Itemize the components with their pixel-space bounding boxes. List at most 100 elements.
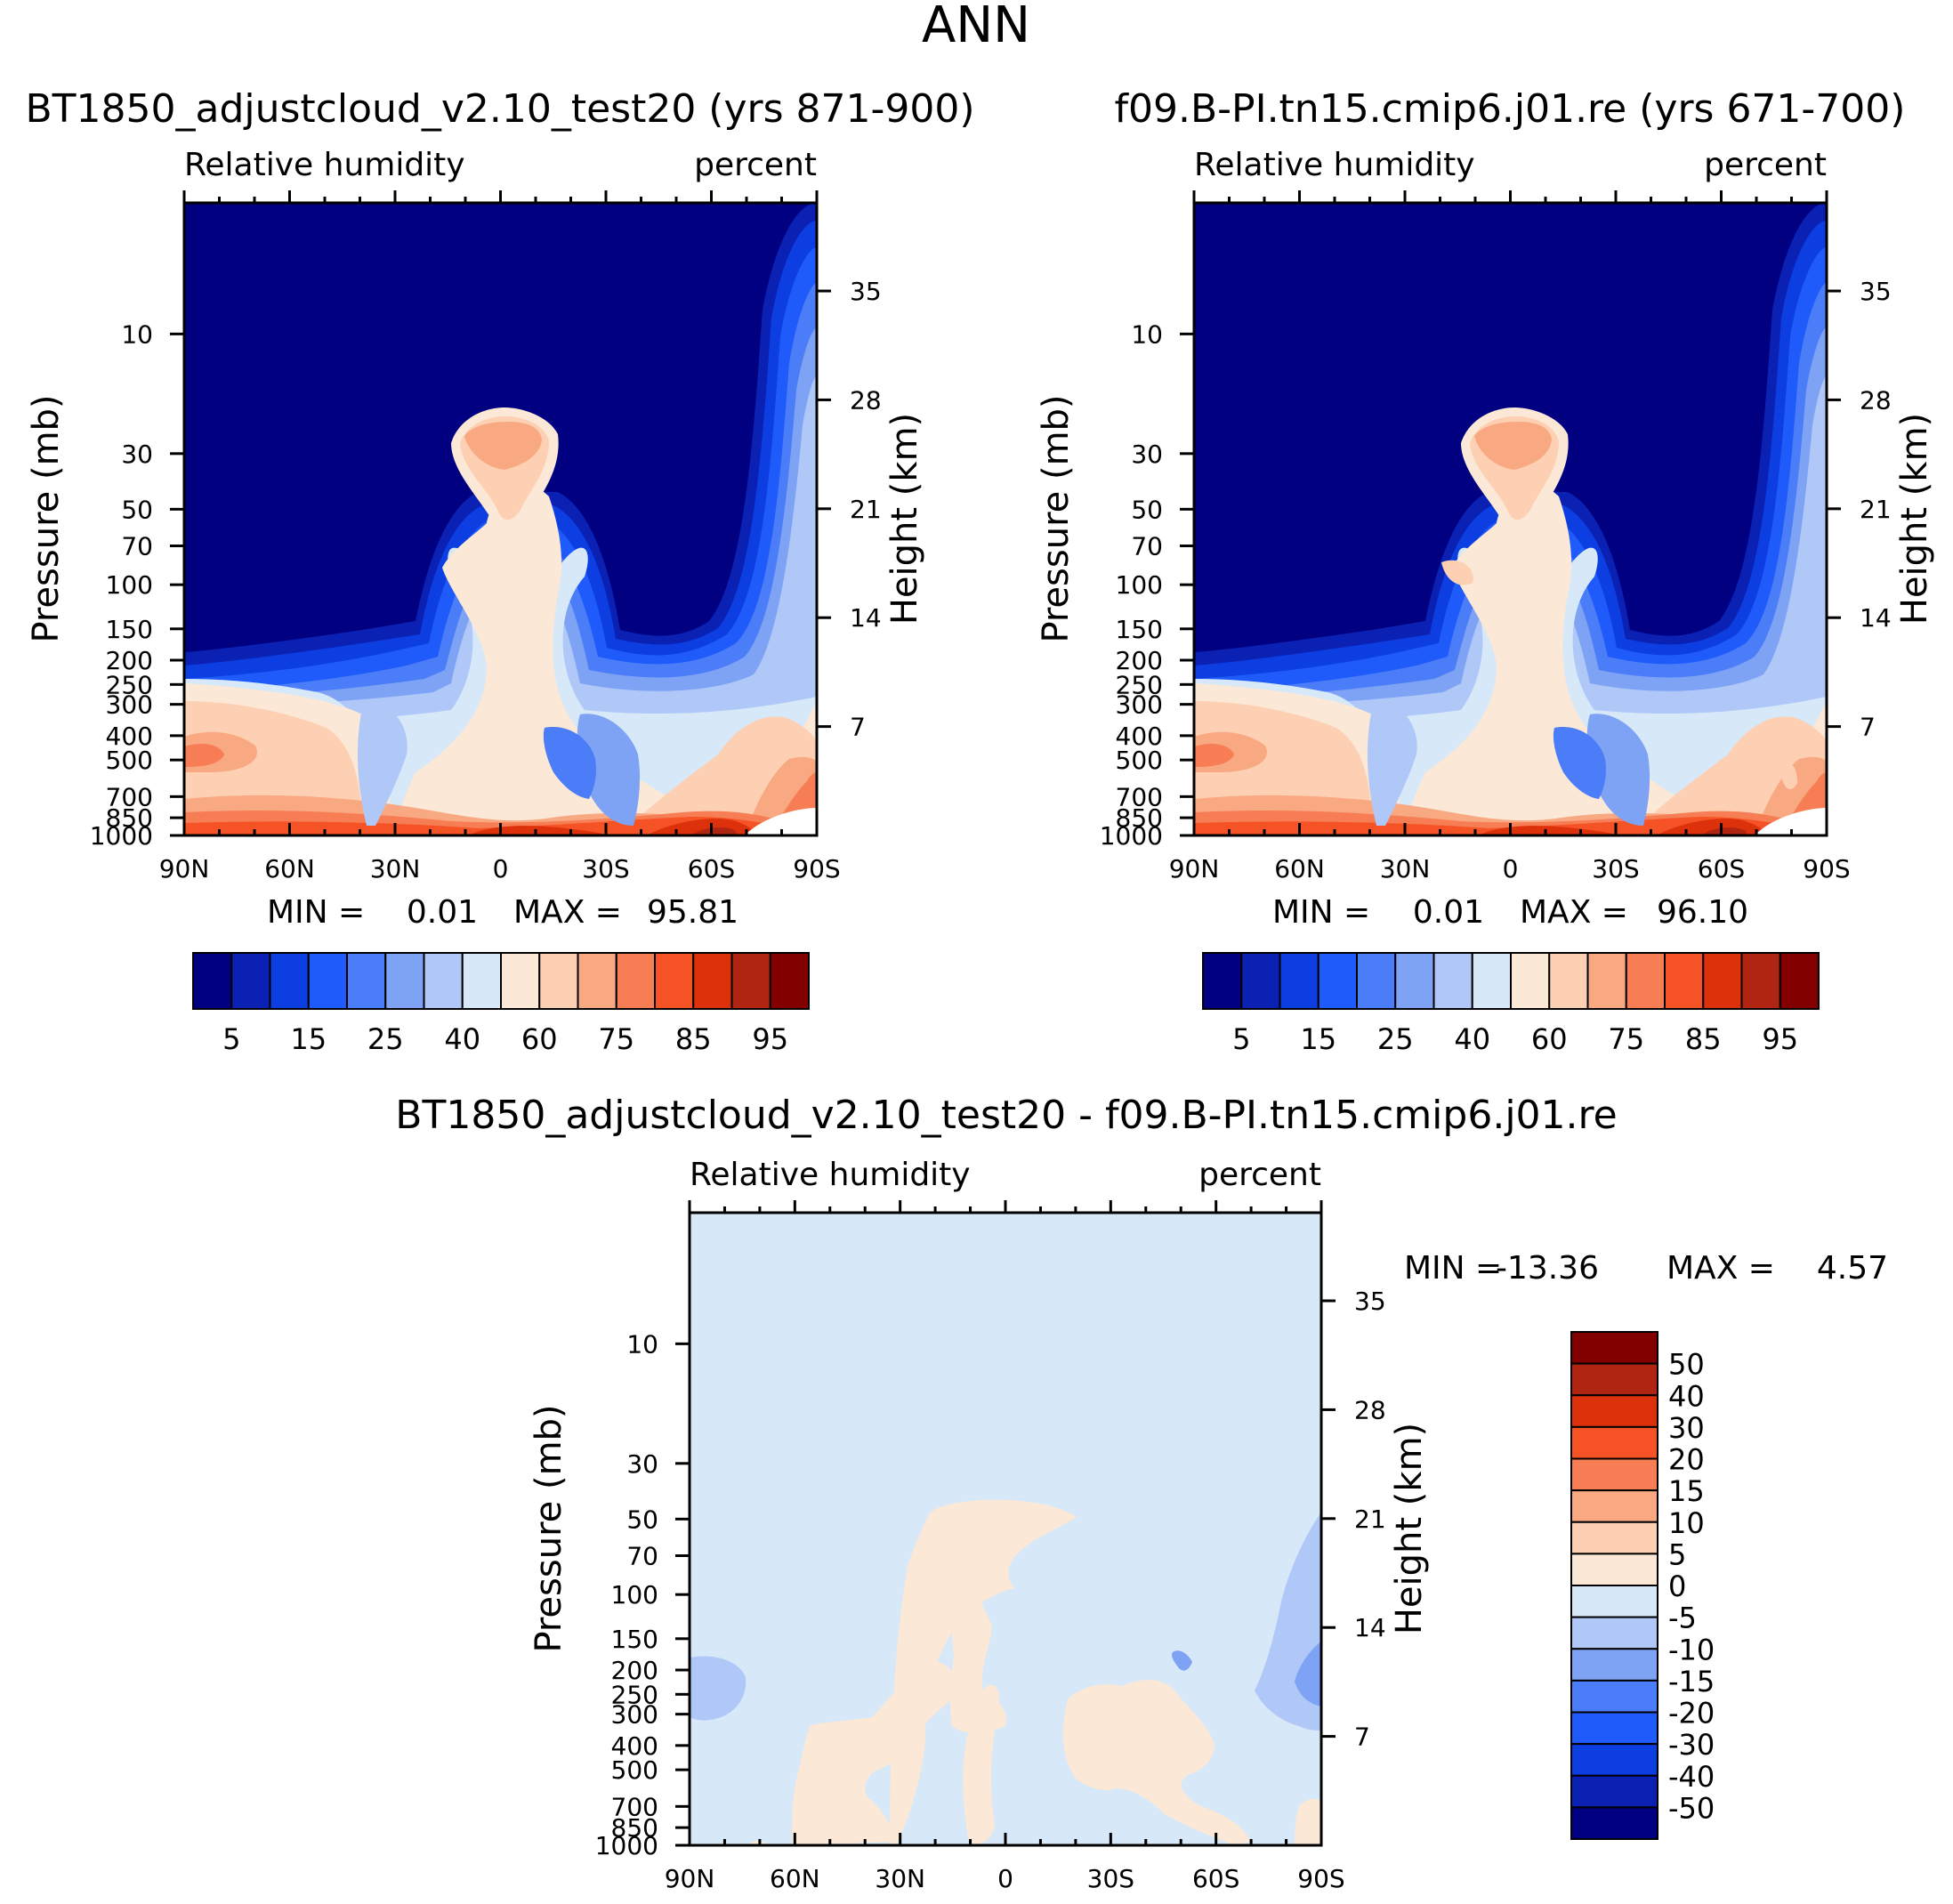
x-tick-label: 30N [370, 854, 421, 883]
x-tick-label: 60N [770, 1864, 820, 1893]
colorbar-swatch [1570, 1774, 1658, 1809]
panel-control: f09.B-PI.tn15.cmip6.j01.re (yrs 671-700)… [1036, 86, 1935, 1056]
y-tick-label: 300 [1116, 690, 1163, 720]
colorbar-swatch [538, 952, 579, 1010]
max-label: MAX = [1520, 894, 1628, 931]
y-tick-label: 200 [1116, 646, 1163, 675]
colorbar-swatch [1317, 952, 1358, 1010]
colorbar-label: 25 [367, 1022, 404, 1056]
colorbar-swatch [307, 952, 348, 1010]
y2-tick-label: 35 [1354, 1287, 1386, 1316]
colorbar-swatch [615, 952, 656, 1010]
panel-title: f09.B-PI.tn15.cmip6.j01.re (yrs 671-700) [1115, 86, 1906, 132]
y-tick-label: 400 [1116, 722, 1163, 751]
y2-tick-label: 14 [1354, 1613, 1386, 1642]
y-tick-label: 400 [106, 722, 153, 751]
axis-ticks: 90N 60N 30N 0 30S 60S 90S103050701001502002503… [595, 1200, 1386, 1893]
panel-difference: BT1850_adjustcloud_v2.10_test20 - f09.B-… [395, 1093, 1888, 1893]
y-tick-label: 10 [121, 319, 153, 349]
y-tick-label: 100 [1116, 570, 1163, 600]
colorbar-label: 75 [598, 1022, 634, 1056]
y2-tick-label: 35 [1860, 277, 1892, 306]
y-tick-label: 150 [1116, 615, 1163, 644]
colorbar-swatch [384, 952, 425, 1010]
colorbar-swatch [654, 952, 695, 1010]
colorbar-label: 75 [1608, 1022, 1644, 1056]
y-tick-label: 850 [611, 1813, 658, 1843]
colorbar-label: 25 [1377, 1022, 1414, 1056]
y-tick-label: 250 [106, 670, 153, 699]
y-tick-label: 50 [1131, 495, 1163, 524]
y-tick-label: 300 [611, 1700, 658, 1730]
y-tick-label: 70 [626, 1542, 658, 1571]
x-tick-label: 30S [582, 854, 629, 883]
y-tick-label: 500 [106, 746, 153, 775]
colorbar-swatch [461, 952, 502, 1010]
y-tick-label: 70 [121, 532, 153, 561]
field-label: Relative humidity [690, 1157, 971, 1193]
x-tick-label: 30S [1592, 854, 1639, 883]
colorbar-swatch [1394, 952, 1435, 1010]
y-tick-label: 30 [121, 440, 153, 469]
y-tick-label: 10 [1131, 319, 1163, 349]
panel-title: BT1850_adjustcloud_v2.10_test20 (yrs 871… [25, 86, 974, 132]
y-tick-label: 1000 [90, 821, 153, 851]
colorbar-swatch [1570, 1743, 1658, 1777]
colorbar: 5 15 25 40 60 75 85 95 [192, 952, 810, 1056]
page-title: ANN [922, 0, 1030, 54]
colorbar-label: 15 [1668, 1474, 1705, 1508]
colorbar-swatch [1432, 952, 1473, 1010]
y-tick-label: 30 [1131, 440, 1163, 469]
x-tick-label: 90N [665, 1864, 715, 1893]
y-tick-label: 200 [106, 646, 153, 675]
y-tick-label: 500 [611, 1755, 658, 1785]
x-tick-label: 30S [1087, 1864, 1134, 1893]
colorbar-label: 5 [222, 1022, 240, 1056]
colorbar-label: 95 [752, 1022, 788, 1056]
max-label: MAX = [1667, 1250, 1775, 1287]
colorbar-swatch [1570, 1425, 1658, 1460]
min-value: 0.01 [407, 894, 478, 931]
y-tick-label: 100 [106, 570, 153, 600]
units-label: percent [1198, 1157, 1321, 1193]
y-tick-label: 850 [106, 803, 153, 833]
colorbar-label: 40 [1668, 1379, 1705, 1413]
colorbar-swatch [1279, 952, 1319, 1010]
colorbar-swatch [1510, 952, 1551, 1010]
colorbar-label: 5 [1232, 1022, 1250, 1056]
colorbar-swatch [1548, 952, 1589, 1010]
units-label: percent [1704, 147, 1827, 183]
colorbar-swatch [1740, 952, 1781, 1010]
y-tick-label: 500 [1116, 746, 1163, 775]
y2-tick-label: 7 [850, 713, 866, 742]
field-label: Relative humidity [1194, 147, 1475, 183]
y-tick-label: 50 [626, 1505, 658, 1534]
y-tick-label: 150 [611, 1625, 658, 1654]
colorbar-label: 15 [290, 1022, 327, 1056]
colorbar-swatch [1570, 1457, 1658, 1492]
colorbar-label: 10 [1668, 1506, 1705, 1540]
y2-tick-label: 14 [1860, 603, 1892, 633]
colorbar-label: 40 [1454, 1022, 1490, 1056]
colorbar-swatch [1570, 1616, 1658, 1650]
y-axis-label: Pressure (mb) [529, 1404, 569, 1652]
colorbar-swatch [1779, 952, 1820, 1010]
colorbar-label: 95 [1762, 1022, 1798, 1056]
x-tick-label: 90S [1297, 1864, 1344, 1893]
y2-tick-label: 28 [1354, 1395, 1386, 1424]
colorbar-label: 20 [1668, 1443, 1705, 1477]
colorbar-label: -50 [1668, 1791, 1715, 1825]
colorbar-swatch [1570, 1362, 1658, 1397]
y-tick-label: 30 [626, 1449, 658, 1479]
y-tick-label: 1000 [1100, 821, 1163, 851]
x-tick-label: 0 [997, 1864, 1013, 1893]
y2-tick-label: 28 [850, 385, 882, 415]
colorbar-swatch [1570, 1585, 1658, 1618]
colorbar-swatch [423, 952, 464, 1010]
colorbar-swatch [1570, 1489, 1658, 1523]
colorbar-swatch [692, 952, 733, 1010]
y-tick-label: 700 [611, 1792, 658, 1821]
y2-tick-label: 28 [1860, 385, 1892, 415]
colorbar-label: 50 [1668, 1348, 1705, 1382]
